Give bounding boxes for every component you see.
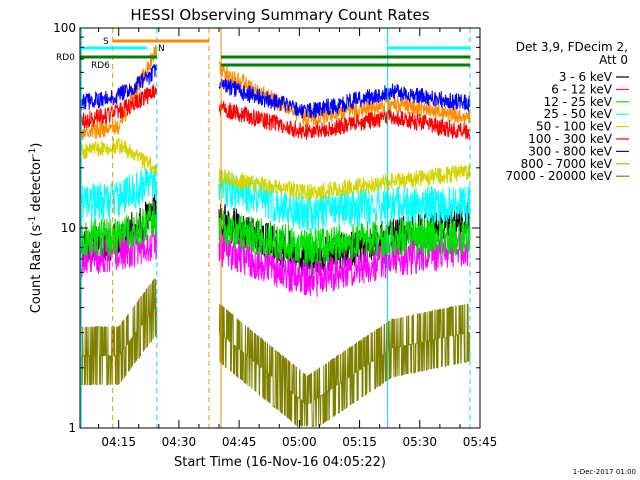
rd6-label: RD6: [91, 61, 110, 71]
x-tick-label: 05:15: [342, 435, 377, 449]
y-tick-label: 10: [61, 221, 76, 235]
x-tick-label: 05:00: [282, 435, 317, 449]
y-axis: 1 10 100: [53, 21, 480, 435]
series-line: [218, 169, 471, 231]
x-axis: 04:15 04:30 04:45 05:00 05:15 05:30 05:45: [98, 28, 498, 449]
legend-item-label: 50 - 100 keV: [536, 120, 613, 134]
series-line: [80, 137, 158, 175]
series-line: [218, 164, 471, 201]
series-line: [80, 227, 158, 278]
y-axis-label: Count Rate (s-1 detector-1): [28, 143, 44, 314]
x-axis-label: Start Time (16-Nov-16 04:05:22): [174, 455, 386, 470]
s-label: S: [103, 37, 109, 47]
series-line: [218, 210, 471, 266]
rd0-label: RD0: [56, 53, 75, 63]
legend-item-label: 3 - 6 keV: [559, 70, 613, 84]
series-line: [218, 303, 471, 427]
legend-title-line1: Det 3,9, FDecim 2,: [516, 40, 628, 54]
series-line: [80, 64, 158, 111]
plot-area: S N RD0 RD6: [56, 28, 471, 428]
y-tick-label: 100: [53, 21, 76, 35]
x-tick-label: 05:30: [402, 435, 437, 449]
series-line: [218, 77, 471, 119]
legend-item-label: 12 - 25 keV: [544, 95, 613, 109]
legend-item-label: 25 - 50 keV: [544, 107, 613, 121]
footer-date: 1-Dec-2017 01:00: [573, 468, 636, 476]
legend-item-label: 100 - 300 keV: [528, 132, 612, 146]
series-line: [80, 165, 158, 223]
n-label: N: [158, 44, 165, 54]
legend-item-label: 7000 - 20000 keV: [505, 169, 612, 183]
x-tick-label: 04:30: [162, 435, 197, 449]
y-tick-label: 1: [68, 421, 76, 435]
legend-item-label: 800 - 7000 keV: [521, 157, 613, 171]
legend-item-label: 6 - 12 keV: [551, 82, 613, 96]
x-tick-label: 04:15: [101, 435, 136, 449]
series-line: [80, 84, 158, 129]
legend-item-label: 300 - 800 keV: [528, 144, 612, 158]
x-tick-label: 04:45: [222, 435, 257, 449]
series-line: [80, 201, 158, 257]
x-tick-label: 05:45: [463, 435, 498, 449]
series-line: [80, 278, 158, 386]
chart-title: HESSI Observing Summary Count Rates: [130, 6, 429, 24]
legend-title-line2: Att 0: [599, 53, 628, 67]
series-line: [218, 100, 471, 140]
